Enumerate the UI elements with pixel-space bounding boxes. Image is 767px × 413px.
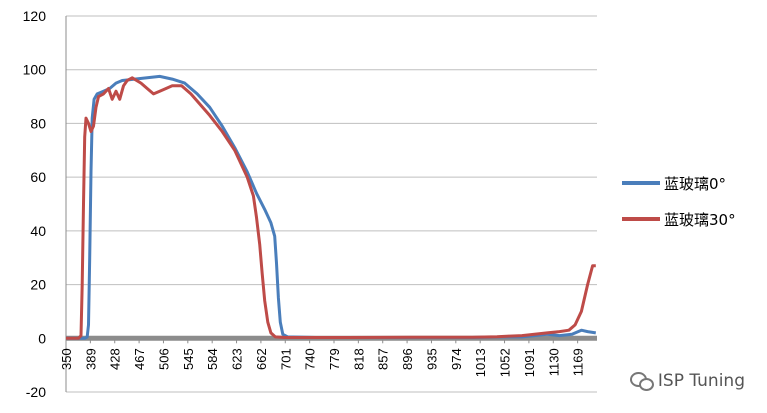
x-tick-label: 623: [230, 348, 245, 370]
gridlines: [66, 15, 597, 393]
y-axis-ticks: -20 0 20 40 60 80 100 120: [23, 8, 47, 400]
x-tick-label: 1052: [498, 348, 513, 377]
x-tick-label: 467: [132, 348, 147, 370]
x-tick-label: 896: [400, 348, 415, 370]
legend: 蓝玻璃0° 蓝玻璃30°: [622, 175, 736, 229]
x-tick-label: 779: [327, 348, 342, 370]
x-axis-ticks: 350 389 428 467 506 545 584 623 662 701 740 779 818 8…: [59, 338, 586, 377]
x-tick-label: 662: [254, 348, 269, 370]
x-tick-label: 857: [376, 348, 391, 370]
x-tick-label: 506: [156, 348, 171, 370]
x-tick-label: 740: [303, 348, 318, 370]
legend-label-2: 蓝玻璃30°: [664, 211, 736, 229]
x-tick-label: 428: [108, 348, 123, 370]
x-tick-label: 545: [181, 348, 196, 370]
y-tick-label: 60: [30, 169, 46, 185]
x-tick-label: 350: [59, 348, 74, 370]
y-tick-label: 120: [23, 8, 47, 24]
watermark-text: ISP Tuning: [657, 371, 745, 391]
series-lines: [66, 74, 597, 340]
legend-label-1: 蓝玻璃0°: [664, 175, 726, 193]
x-tick-label: 389: [83, 348, 98, 370]
y-tick-label: 100: [23, 62, 47, 78]
x-tick-label: 1091: [522, 348, 537, 377]
x-tick-label: 974: [449, 348, 464, 370]
x-tick-label: 584: [205, 348, 220, 370]
x-tick-label: 1169: [571, 348, 586, 376]
y-tick-label: 40: [30, 223, 46, 239]
series-line-1: [66, 74, 597, 340]
x-tick-label: 1130: [546, 348, 561, 376]
y-tick-label: 80: [30, 115, 46, 131]
watermark: ISP Tuning: [629, 371, 745, 391]
y-tick-label: 20: [30, 277, 46, 293]
x-tick-label: 701: [278, 348, 293, 370]
wechat-icon: [629, 372, 654, 391]
y-tick-label: 0: [38, 330, 46, 346]
x-tick-label: 1013: [473, 348, 488, 377]
series-line-2: [66, 76, 596, 340]
y-tick-label: -20: [26, 384, 46, 400]
x-tick-label: 818: [351, 348, 366, 370]
x-tick-label: 935: [424, 348, 439, 370]
